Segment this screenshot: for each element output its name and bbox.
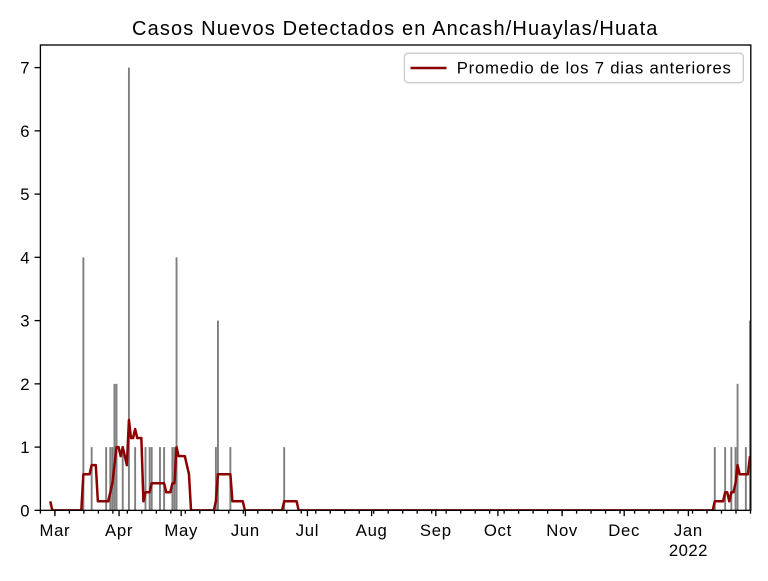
svg-text:Apr: Apr: [105, 521, 133, 540]
svg-text:Jan: Jan: [674, 521, 703, 540]
svg-text:Mar: Mar: [39, 521, 70, 540]
svg-text:3: 3: [20, 312, 29, 331]
svg-text:6: 6: [20, 122, 29, 141]
svg-text:4: 4: [20, 248, 29, 267]
svg-text:May: May: [164, 521, 198, 540]
svg-text:Promedio de los 7 dias anterio: Promedio de los 7 dias anteriores: [457, 58, 732, 77]
svg-text:Oct: Oct: [484, 521, 512, 540]
svg-text:Dec: Dec: [608, 521, 640, 540]
svg-text:Aug: Aug: [356, 521, 388, 540]
svg-text:7: 7: [20, 59, 29, 78]
svg-text:0: 0: [20, 501, 29, 520]
svg-text:2: 2: [20, 375, 29, 394]
svg-text:Jun: Jun: [231, 521, 260, 540]
svg-text:Sep: Sep: [420, 521, 452, 540]
svg-text:Jul: Jul: [296, 521, 319, 540]
svg-text:1: 1: [20, 438, 29, 457]
svg-text:Nov: Nov: [546, 521, 578, 540]
svg-text:Casos Nuevos Detectados en Anc: Casos Nuevos Detectados en Ancash/Huayla…: [132, 18, 659, 40]
svg-text:2022: 2022: [669, 541, 708, 560]
svg-text:5: 5: [20, 185, 29, 204]
